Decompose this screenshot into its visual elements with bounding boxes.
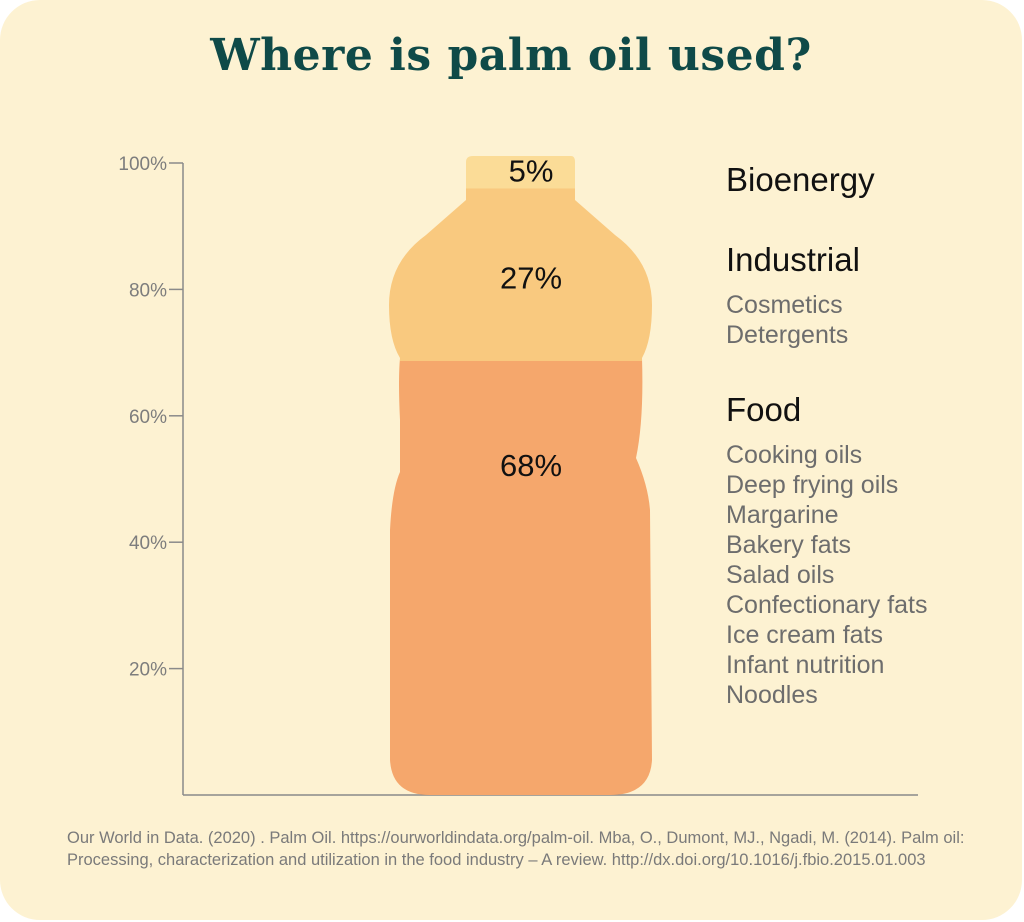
y-tick-label: 60%: [129, 407, 167, 428]
legend-item: Infant nutrition: [726, 651, 885, 679]
legend-item: Cooking oils: [726, 441, 863, 469]
legend-heading-bioenergy: Bioenergy: [726, 161, 875, 198]
y-tick-label: 80%: [129, 280, 167, 301]
data-label: 27%: [500, 261, 562, 296]
legend-item: Detergents: [726, 321, 849, 349]
legend-heading-industrial: Industrial: [726, 241, 860, 278]
legend-heading-food: Food: [726, 391, 802, 428]
legend-item: Confectionary fats: [726, 591, 928, 619]
legend-bioenergy: Bioenergy: [726, 160, 875, 200]
source-citation: Our World in Data. (2020) . Palm Oil. ht…: [67, 829, 965, 869]
data-label: 5%: [509, 153, 554, 188]
legend-industrial: Industrial Cosmetics Detergents: [726, 240, 860, 350]
legend-item: Margarine: [726, 501, 839, 529]
data-label: 68%: [500, 448, 562, 483]
y-tick-label: 20%: [129, 660, 167, 681]
legend-item: Deep frying oils: [726, 471, 899, 499]
legend-item: Cosmetics: [726, 291, 843, 319]
legend-item: Ice cream fats: [726, 621, 883, 649]
chart-title: Where is palm oil used?: [210, 30, 812, 81]
legend-item: Bakery fats: [726, 531, 852, 559]
legend-item: Noodles: [726, 681, 818, 709]
legend-food: Food Cooking oils Deep frying oils Marga…: [726, 390, 928, 710]
y-tick-label: 40%: [129, 533, 167, 554]
y-tick-label: 100%: [118, 154, 167, 175]
bar-segment-food: [389, 360, 652, 795]
legend-item: Salad oils: [726, 561, 835, 589]
